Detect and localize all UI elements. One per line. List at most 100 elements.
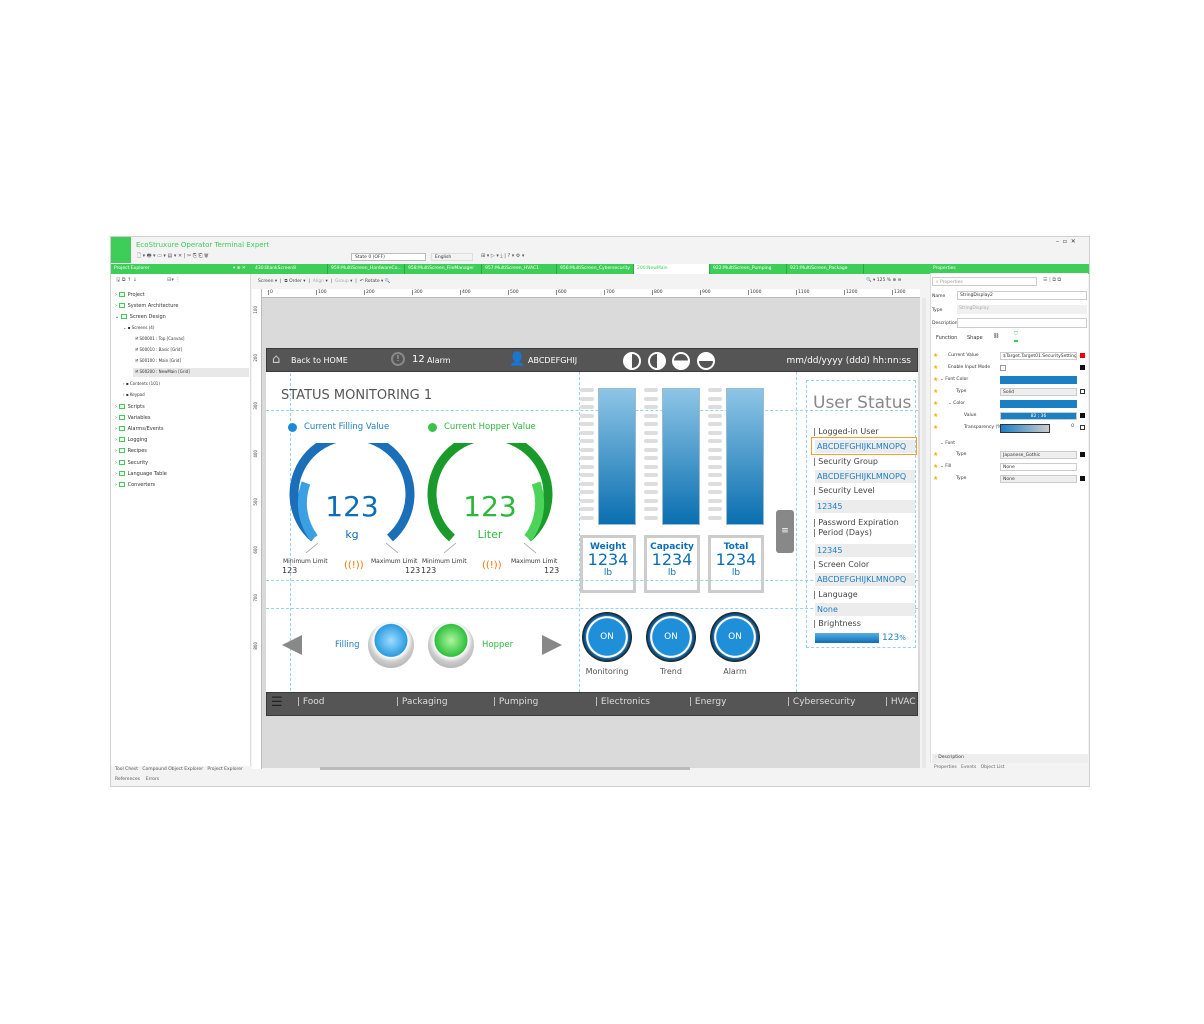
filling-indicator-lamp[interactable] bbox=[368, 622, 414, 668]
prop-enable-input[interactable]: ★ Enable Input Mode bbox=[930, 364, 1088, 373]
nav-cybersecurity[interactable]: | Cybersecurity bbox=[787, 697, 856, 707]
enable-input-checkbox[interactable] bbox=[1000, 365, 1006, 371]
nav-energy[interactable]: | Energy bbox=[689, 697, 727, 707]
tab-events[interactable]: Events bbox=[961, 765, 977, 770]
contrast-up-icon[interactable] bbox=[697, 352, 715, 370]
tree-item-screen-selected[interactable]: 🗎 S00200 : NewMain [Grid] bbox=[133, 368, 249, 377]
prop-transparency[interactable]: ★ Transparency (%) 0 bbox=[930, 424, 1088, 433]
tree-item[interactable]: › Converters bbox=[115, 482, 156, 488]
tab-tool-chest[interactable]: Tool Chest bbox=[115, 767, 139, 772]
tab-compound-object-explorer[interactable]: Compound Object Explorer bbox=[142, 767, 204, 772]
prop-font-type[interactable]: ★ Type Japanese_Gothic bbox=[930, 451, 1088, 460]
next-arrow[interactable] bbox=[542, 635, 562, 655]
doc-tab[interactable]: 958:MultiScreen_FileManager bbox=[405, 264, 482, 274]
screen-dropdown[interactable]: Screen bbox=[258, 279, 274, 284]
window-controls[interactable]: – ▫ ✕ bbox=[1056, 238, 1076, 245]
tree-item-screen[interactable]: 🗎 S00010 : Basic [Grid] bbox=[135, 347, 183, 352]
tab-properties[interactable]: Properties bbox=[934, 765, 957, 770]
alarm-label[interactable]: Alarm bbox=[427, 356, 451, 365]
vertical-scrollbar[interactable] bbox=[922, 298, 926, 768]
nav-packaging[interactable]: | Packaging bbox=[396, 697, 448, 707]
properties-bottom-tabs[interactable]: Properties Events Object List bbox=[934, 765, 1005, 770]
contrast-down-icon[interactable] bbox=[672, 352, 690, 370]
monitoring-on-button[interactable]: ON bbox=[582, 612, 632, 662]
zoom-control[interactable]: 🔍 ▾ 125 % ⊕ ⊖ bbox=[866, 278, 902, 283]
properties-view-buttons[interactable]: ☰ | ⧉ ⧉ bbox=[1043, 277, 1062, 283]
doc-tab[interactable]: 430:BlankScreen8 bbox=[252, 264, 328, 274]
doc-tab[interactable]: 922:MultiScreen_Pumping bbox=[710, 264, 787, 274]
tab-references[interactable]: References bbox=[115, 777, 141, 782]
prop-color[interactable]: ★ ⌄ Color bbox=[930, 400, 1088, 409]
security-shield-icon[interactable]: ⛉ bbox=[1014, 331, 1018, 342]
tree-item[interactable]: › Logging bbox=[115, 437, 148, 443]
description-section[interactable]: › Description bbox=[932, 754, 1088, 763]
panel-controls[interactable]: ▾ ⊕ ✕ bbox=[233, 266, 246, 271]
horizontal-scrollbar[interactable] bbox=[320, 767, 690, 770]
prop-font-color[interactable]: ★ ⌄ Font Color bbox=[930, 376, 1088, 385]
previous-arrow[interactable] bbox=[282, 635, 302, 655]
link-icon[interactable]: ⛓ bbox=[993, 333, 1000, 339]
tree-item[interactable]: › Scripts bbox=[115, 404, 145, 410]
tree-item[interactable]: › ▪ Contents (101) bbox=[123, 381, 160, 386]
state-select[interactable]: State 0 (OFF) bbox=[351, 253, 426, 261]
prop-value[interactable]: ★ Value 82 ; 36 bbox=[930, 412, 1088, 421]
trend-on-button[interactable]: ON bbox=[646, 612, 696, 662]
tree-item-project[interactable]: › Project bbox=[115, 292, 145, 298]
selection-box[interactable] bbox=[811, 437, 917, 455]
tab-project-explorer[interactable]: Project Explorer bbox=[207, 767, 243, 772]
main-toolbar[interactable]: 🗋 ▾ 🖶 ▾ ▭ ▾ ▤ ▾ ✕ | ✂ ⎘ ⎗ 🗑 bbox=[137, 253, 209, 259]
panel-slide-handle[interactable]: ≡ bbox=[776, 510, 794, 553]
tree-item[interactable]: › Recipes bbox=[115, 448, 147, 454]
tree-item-screen[interactable]: 🗎 S00001 : Top [Canvas] bbox=[135, 336, 185, 341]
rotate-dropdown[interactable]: Rotate bbox=[364, 279, 380, 284]
hopper-indicator-lamp[interactable] bbox=[428, 622, 474, 668]
prop-fill[interactable]: ★ ⌄ Fill None bbox=[930, 463, 1088, 472]
brightness-up-icon[interactable] bbox=[648, 352, 666, 370]
language-select[interactable]: English bbox=[431, 253, 473, 261]
home-icon[interactable]: ⌂ bbox=[272, 352, 281, 367]
description-field[interactable] bbox=[957, 318, 1087, 328]
alarm-icon[interactable]: ! bbox=[391, 352, 405, 366]
tab-errors[interactable]: Errors bbox=[145, 777, 160, 782]
name-field[interactable]: StringDisplay2 bbox=[957, 291, 1087, 300]
tab-object-list[interactable]: Object List bbox=[980, 765, 1005, 770]
tree-item[interactable]: ⌄ Screen Design bbox=[115, 314, 166, 320]
tree-item[interactable]: › Alarms/Events bbox=[115, 426, 164, 432]
alarm-on-button[interactable]: ON bbox=[710, 612, 760, 662]
tree-item[interactable]: ⌄ ▪ Screens (4) bbox=[123, 325, 155, 330]
doc-tab[interactable]: 956:MultiScreen_Cybersecurity bbox=[557, 264, 634, 274]
tree-item[interactable]: › System Architecture bbox=[115, 303, 179, 309]
tree-item[interactable]: › ▪ Keypad bbox=[123, 392, 145, 397]
nav-hvac[interactable]: | HVAC bbox=[885, 697, 916, 707]
nav-food[interactable]: | Food bbox=[297, 697, 325, 707]
run-toolbar[interactable]: ⊞ ▾ ▷ ▾ ⤓ | ? ▾ ⚙ ▾ bbox=[481, 253, 525, 259]
brightness-down-icon[interactable] bbox=[623, 352, 641, 370]
group-dropdown[interactable]: Group bbox=[335, 279, 349, 284]
prop-font[interactable]: ⌄ Font bbox=[940, 441, 956, 446]
doc-tab[interactable]: 959:MultiScreen_HardwareCo... bbox=[328, 264, 405, 274]
prop-type[interactable]: ★ Type Solid bbox=[930, 388, 1088, 397]
menu-icon[interactable]: ☰ bbox=[271, 695, 283, 710]
doc-tab[interactable]: 957:MultiScreen_HVAC1 bbox=[482, 264, 557, 274]
prop-fill-type[interactable]: ★ Type None bbox=[930, 475, 1088, 484]
transparency-slider[interactable] bbox=[1000, 424, 1050, 433]
left-bottom-tabs-2[interactable]: References Errors bbox=[115, 777, 159, 782]
tree-item[interactable]: › Language Table bbox=[115, 471, 167, 477]
properties-search[interactable]: ⌕ Properties bbox=[932, 277, 1037, 286]
order-dropdown[interactable]: Order bbox=[289, 279, 302, 284]
left-bottom-tabs[interactable]: Tool Chest Compound Object Explorer Proj… bbox=[115, 767, 243, 772]
tab-shape[interactable]: Shape bbox=[967, 335, 983, 341]
editor-toolbar[interactable]: Screen ▾ | ⧉ Order ▾ | Align ▾ | Group ▾… bbox=[258, 279, 391, 284]
tree-item[interactable]: › Variables bbox=[115, 415, 151, 421]
doc-tab[interactable]: 921:MultiScreen_Package bbox=[787, 264, 864, 274]
prop-current-value[interactable]: ★ Current Value $Target.Target01.SecurityS… bbox=[930, 352, 1088, 361]
tree-item-screen[interactable]: 🗎 S00100 : Main [Grid] bbox=[135, 358, 181, 363]
back-to-home-button[interactable]: Back to HOME bbox=[291, 356, 348, 365]
tree-item[interactable]: › Security bbox=[115, 460, 149, 466]
tab-function[interactable]: Function bbox=[936, 335, 958, 341]
nav-electronics[interactable]: | Electronics bbox=[595, 697, 650, 707]
doc-tab-active[interactable]: 200:NewMain bbox=[634, 264, 710, 274]
explorer-toolbar[interactable]: 🖫 ⧉ ↑ ↓ ⊟▾ ⋮ bbox=[116, 277, 181, 283]
align-dropdown[interactable]: Align bbox=[312, 279, 325, 284]
nav-pumping[interactable]: | Pumping bbox=[493, 697, 539, 707]
